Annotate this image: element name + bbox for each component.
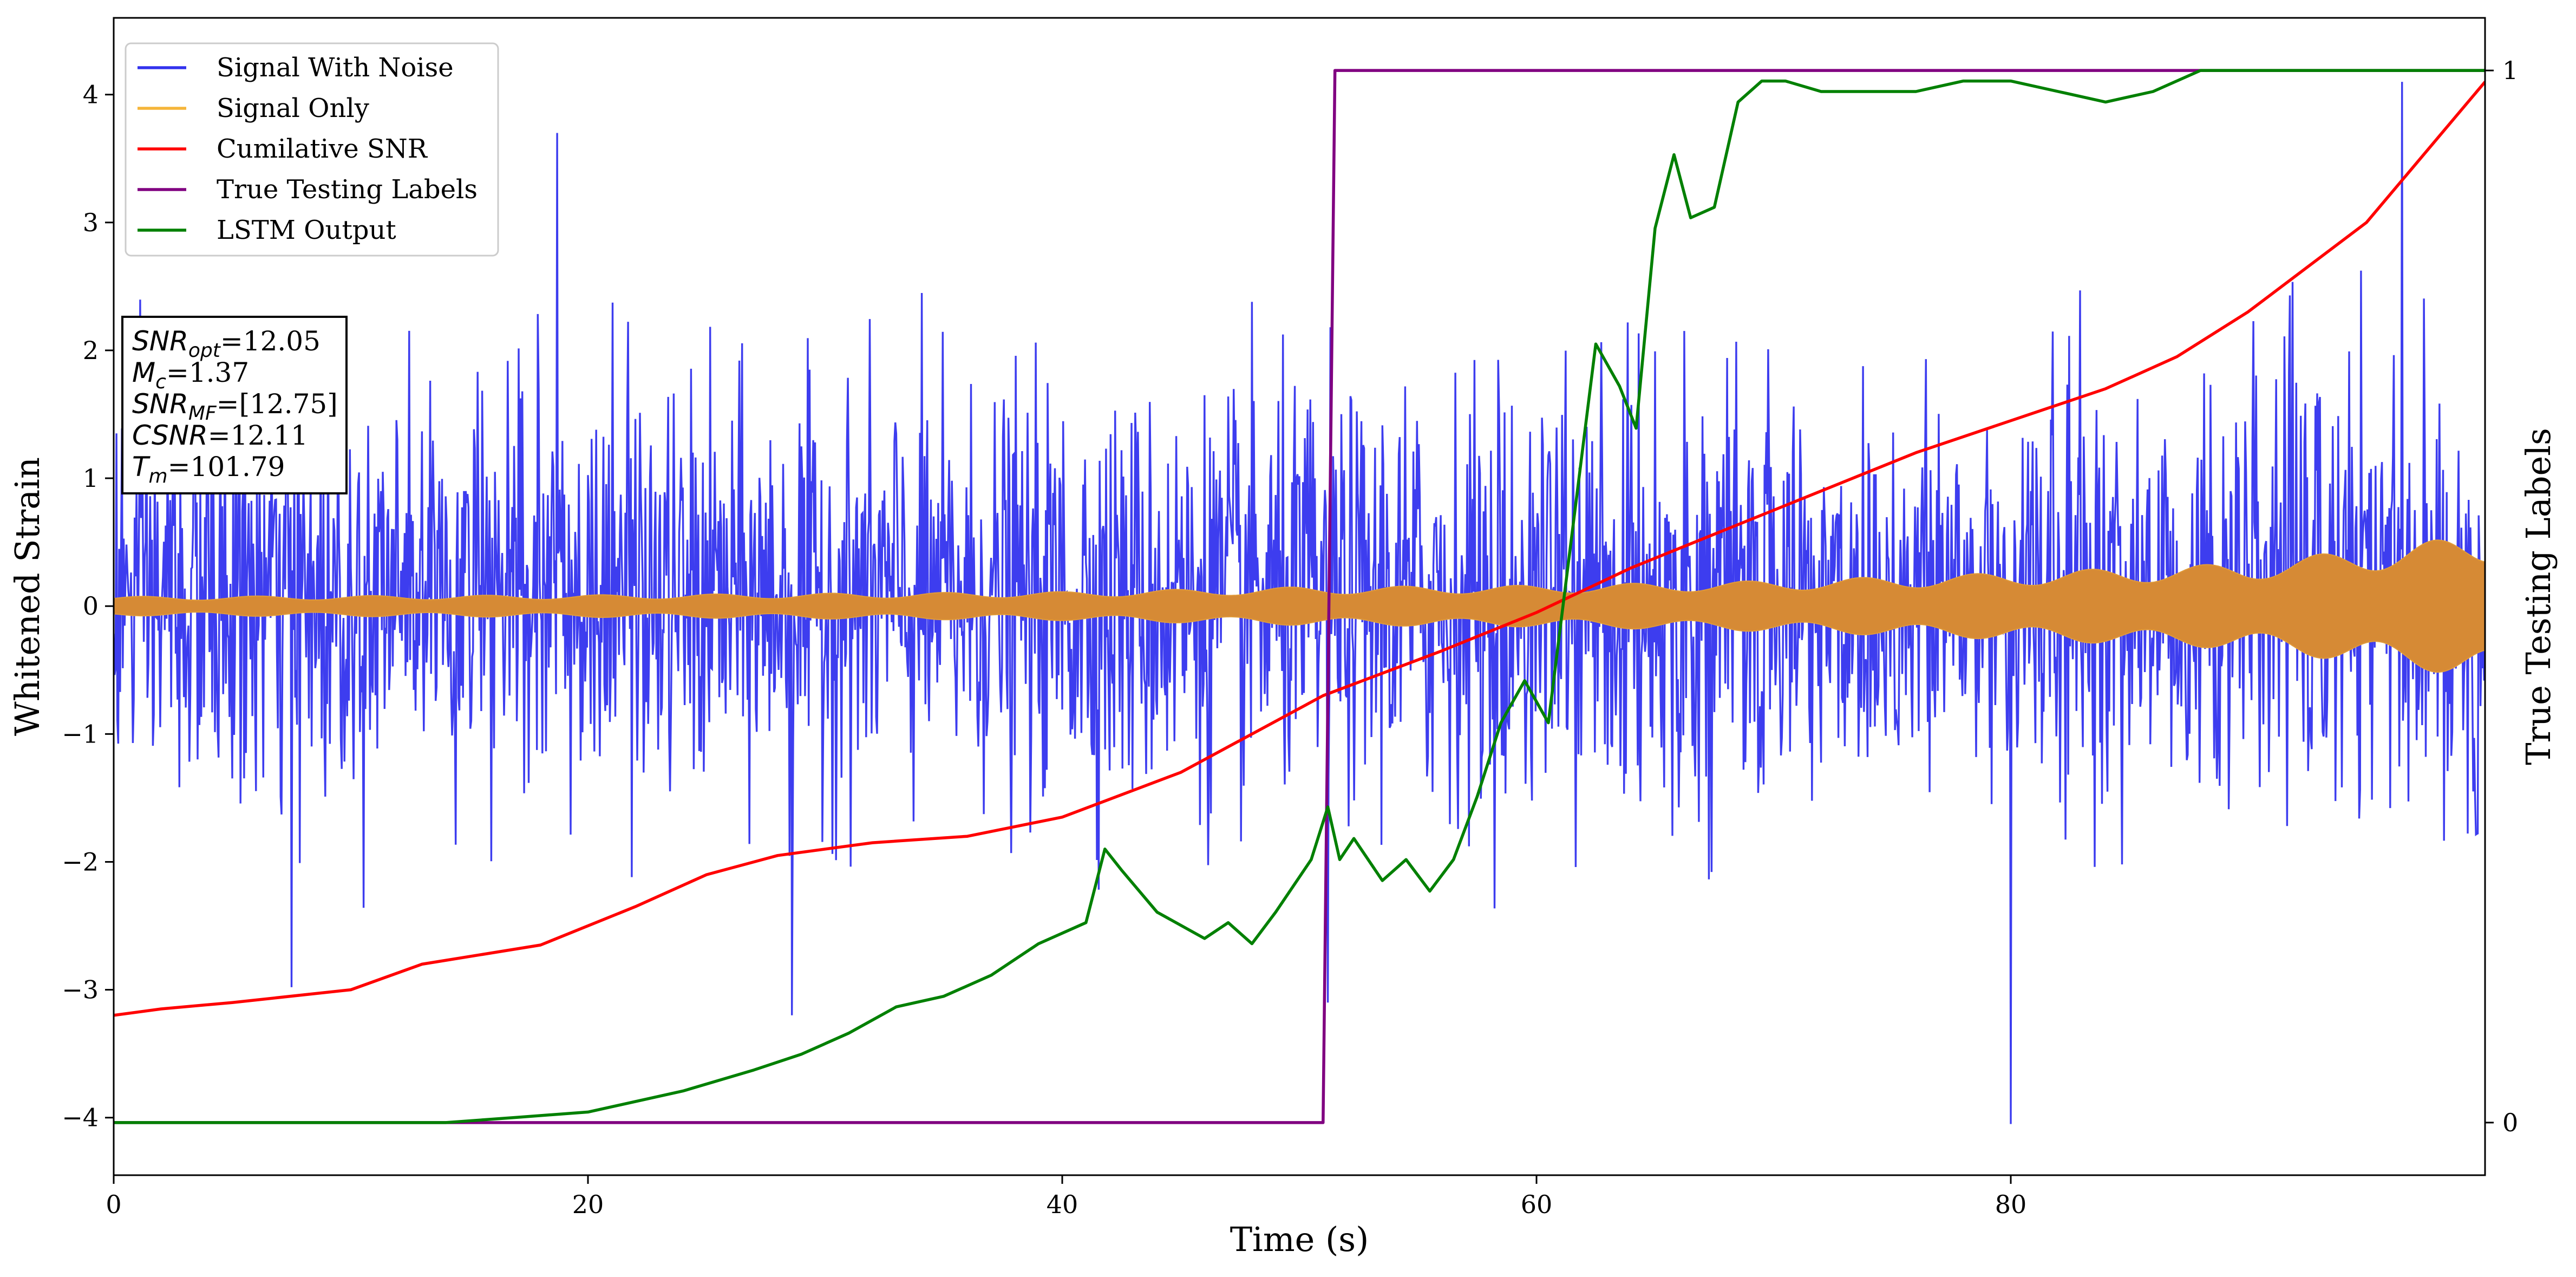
info-line: SNRopt=12.05 [132,325,321,362]
y-right-tick-label: 0 [2502,1108,2518,1137]
y-axis-label-right: True Testing Labels [2519,428,2558,765]
legend-entry: Signal Only [217,93,369,123]
x-tick-label: 60 [1521,1190,1553,1219]
y-left-tick-label: −3 [62,975,99,1005]
y-left-tick-label: 3 [83,208,99,237]
series-lstm-output [114,69,2485,1124]
legend-frame [125,42,499,257]
info-line: CSNR=12.11 [132,420,308,451]
series-cumilative-snr [114,81,2485,1017]
series-lines-layer [114,69,2485,1124]
legend-entry: True Testing Labels [217,174,478,205]
y-left-tick-label: 0 [83,591,99,621]
y-left-tick-label: 4 [83,80,99,109]
y-left-tick-label: −4 [62,1103,99,1132]
series-signal-only [114,539,2485,673]
info-line: Tm=101.79 [132,451,285,487]
y-left-tick-label: 1 [83,464,99,493]
x-tick-label: 0 [106,1190,121,1219]
y-axis-label-left: Whitened Strain [8,457,47,736]
plot-frame [113,17,2486,1176]
info-line: Mc=1.37 [132,357,249,393]
axis-ticks-layer: 0 20 40 60 80 4 3 2 1 0 −1 −2 −3 −4 1 0 [62,56,2518,1219]
info-box-frame [121,316,348,494]
x-tick-label: 20 [572,1190,604,1219]
legend: Signal With Noise Signal Only Cumilative S… [125,42,499,257]
x-tick-label: 80 [1995,1190,2027,1219]
y-right-tick-label: 1 [2502,56,2518,85]
series-true-testing-labels [114,69,2485,1124]
x-axis-label: Time (s) [1230,1220,1369,1259]
legend-entry: Signal With Noise [217,53,454,83]
legend-entry: LSTM Output [217,215,396,245]
signal-only-layer [114,539,2485,673]
info-box: SNRopt=12.05Mc=1.37SNRMF=[12.75]CSNR=12.… [121,316,348,494]
y-left-tick-label: 2 [83,336,99,365]
info-line: SNRMF=[12.75] [132,388,338,425]
y-left-tick-label: −1 [62,719,99,748]
legend-entry: Cumilative SNR [217,134,428,164]
y-left-tick-label: −2 [62,847,99,876]
x-tick-label: 40 [1047,1190,1078,1219]
